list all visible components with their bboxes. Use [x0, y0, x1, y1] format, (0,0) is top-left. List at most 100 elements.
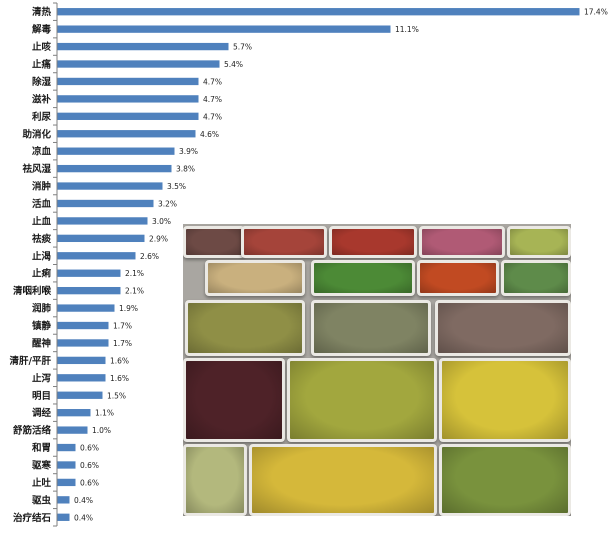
category-label: 驱寒: [32, 459, 52, 471]
value-label: 0.6%: [80, 444, 99, 453]
bar: [57, 217, 148, 225]
category-label: 醒神: [32, 337, 51, 349]
category-label: 凉血: [32, 146, 52, 158]
category-label: 止泻: [32, 372, 52, 384]
category-label: 止渴: [32, 250, 51, 262]
value-label: 1.7%: [113, 339, 132, 348]
herb-tray: [311, 300, 431, 356]
bar: [57, 147, 175, 155]
category-label: 和胃: [31, 442, 51, 454]
value-label: 1.0%: [92, 426, 111, 435]
value-label: 0.4%: [74, 496, 93, 505]
herb-tray: [439, 358, 571, 442]
bar: [57, 321, 109, 330]
value-label: 0.4%: [74, 513, 93, 522]
value-label: 0.6%: [80, 478, 99, 487]
category-label: 舒筋活络: [13, 425, 52, 437]
category-label: 明目: [32, 391, 51, 402]
bar: [57, 252, 136, 260]
herb-tray: [205, 260, 305, 296]
herb-tray: [501, 260, 571, 296]
bar: [57, 164, 172, 173]
value-label: 11.1%: [395, 25, 419, 34]
bar: [57, 374, 106, 382]
value-label: 2.1%: [125, 287, 144, 296]
value-label: 1.9%: [119, 304, 138, 313]
herb-tray: [183, 226, 245, 258]
value-label: 5.7%: [233, 43, 252, 52]
bar: [57, 513, 70, 521]
category-label: 除湿: [32, 76, 52, 88]
category-labels: 清热解毒止咳止痛除湿滋补利尿助消化凉血祛风湿消肿活血止血祛痰止渴止痢清咽利喉润肺…: [10, 6, 52, 524]
value-label: 2.6%: [140, 252, 159, 261]
category-label: 清咽利喉: [13, 285, 52, 297]
value-label: 5.4%: [224, 60, 243, 69]
category-label: 止痢: [32, 268, 52, 280]
value-label: 4.6%: [200, 130, 219, 139]
value-label: 1.6%: [110, 374, 129, 383]
bar: [57, 409, 91, 417]
bar: [57, 42, 229, 51]
value-label: 3.5%: [167, 182, 186, 191]
category-label: 润肺: [32, 303, 52, 315]
category-label: 祛痰: [31, 233, 52, 245]
value-label: 3.8%: [176, 165, 195, 174]
bar-series: [57, 8, 580, 521]
category-label: 镇静: [32, 320, 52, 332]
bar: [57, 112, 199, 120]
herb-tray: [183, 444, 247, 516]
value-label: 17.4%: [584, 8, 608, 17]
category-label: 消肿: [32, 181, 51, 193]
value-label: 2.1%: [125, 269, 144, 278]
herb-tray: [311, 260, 415, 296]
bar: [57, 304, 115, 312]
dried-herbs-photo: [183, 224, 571, 516]
category-label: 治疗结石: [13, 512, 52, 524]
bar: [57, 496, 70, 504]
value-label: 2.9%: [149, 234, 168, 243]
herb-tray: [329, 226, 417, 258]
category-label: 利尿: [31, 111, 52, 123]
bar: [57, 60, 220, 68]
bar: [57, 77, 199, 86]
value-label: 4.7%: [203, 95, 222, 104]
value-label: 3.2%: [158, 199, 177, 208]
bar: [57, 269, 121, 277]
bar: [57, 8, 580, 16]
value-label: 1.7%: [113, 322, 132, 331]
bar: [57, 461, 76, 469]
value-label: 3.0%: [152, 217, 171, 226]
value-label: 1.5%: [107, 391, 126, 400]
bar: [57, 356, 106, 365]
herb-tray: [185, 300, 305, 356]
category-label: 止血: [32, 215, 52, 227]
y-axis-ticks: [53, 2, 57, 527]
herb-tray: [419, 226, 505, 258]
bar: [57, 95, 199, 103]
category-label: 调经: [32, 407, 52, 419]
herb-tray: [417, 260, 499, 296]
category-label: 止痛: [32, 59, 52, 71]
value-label: 4.7%: [203, 77, 222, 86]
bar: [57, 391, 103, 399]
bar: [57, 426, 88, 434]
value-label: 4.7%: [203, 112, 222, 121]
bar: [57, 478, 76, 487]
category-label: 止咳: [32, 41, 52, 53]
bar: [57, 339, 109, 347]
category-label: 解毒: [32, 24, 52, 36]
bar: [57, 199, 154, 208]
herb-tray: [507, 226, 571, 258]
value-label: 1.6%: [110, 356, 129, 365]
bar: [57, 443, 76, 452]
value-label: 3.9%: [179, 147, 198, 156]
category-label: 祛风湿: [21, 163, 51, 175]
herb-tray: [439, 444, 571, 516]
bar: [57, 286, 121, 295]
bar: [57, 182, 163, 190]
category-label: 驱虫: [32, 494, 52, 506]
category-label: 滋补: [32, 93, 52, 105]
bar: [57, 234, 145, 243]
herb-tray: [249, 444, 437, 516]
